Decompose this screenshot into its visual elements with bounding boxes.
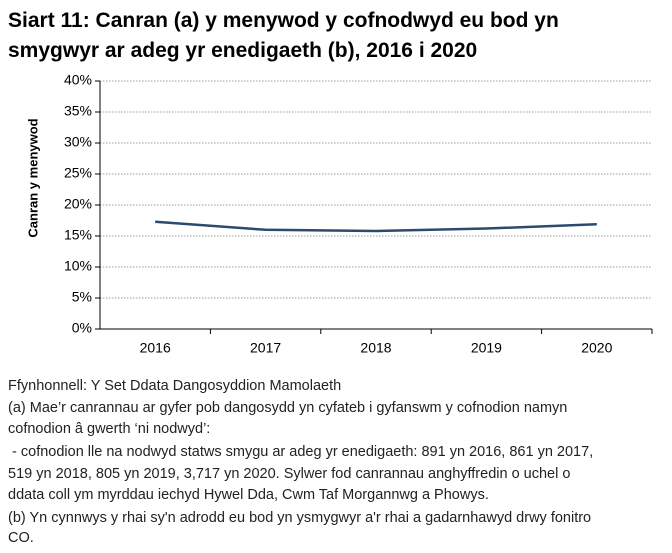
note: Ffynhonnell: Y Set Ddata Dangosyddion Ma… [8, 378, 341, 394]
note: - cofnodion lle na nodwyd statws smygu a… [8, 444, 593, 460]
x-tick-label: 2018 [360, 340, 391, 356]
x-tick-label: 2016 [140, 340, 171, 356]
y-tick-label: 40% [64, 72, 92, 88]
note: 519 yn 2018, 805 yn 2019, 3,717 yn 2020.… [8, 466, 570, 482]
note: CO. [8, 530, 34, 546]
y-tick-label: 25% [64, 165, 92, 181]
note: ddata coll ym myrddau iechyd Hywel Dda, … [8, 487, 489, 503]
line-series [155, 220, 597, 233]
y-tick-label: 20% [64, 196, 92, 212]
y-tick-label: 30% [64, 134, 92, 150]
chart-title: Siart 11: Canran (a) y menywod y cofnodw… [8, 9, 559, 62]
y-tick-label: 10% [64, 258, 92, 274]
note: (a) Mae’r canrannau ar gyfer pob dangosy… [8, 400, 567, 416]
x-tick-label: 2017 [250, 340, 281, 356]
x-tick-label: 2020 [581, 340, 612, 356]
note: cofnodion â gwerth ‘ni nodwyd’: [8, 421, 210, 437]
y-tick-label: 35% [64, 103, 92, 119]
note: (b) Yn cynnwys y rhai sy'n adrodd eu bod… [8, 510, 591, 526]
x-tick-label: 2019 [471, 340, 502, 356]
y-tick-label: 15% [64, 227, 92, 243]
y-tick-label: 5% [72, 289, 92, 305]
y-axis-label: Canran y menywod [25, 118, 40, 237]
y-tick-label: 0% [72, 320, 92, 336]
